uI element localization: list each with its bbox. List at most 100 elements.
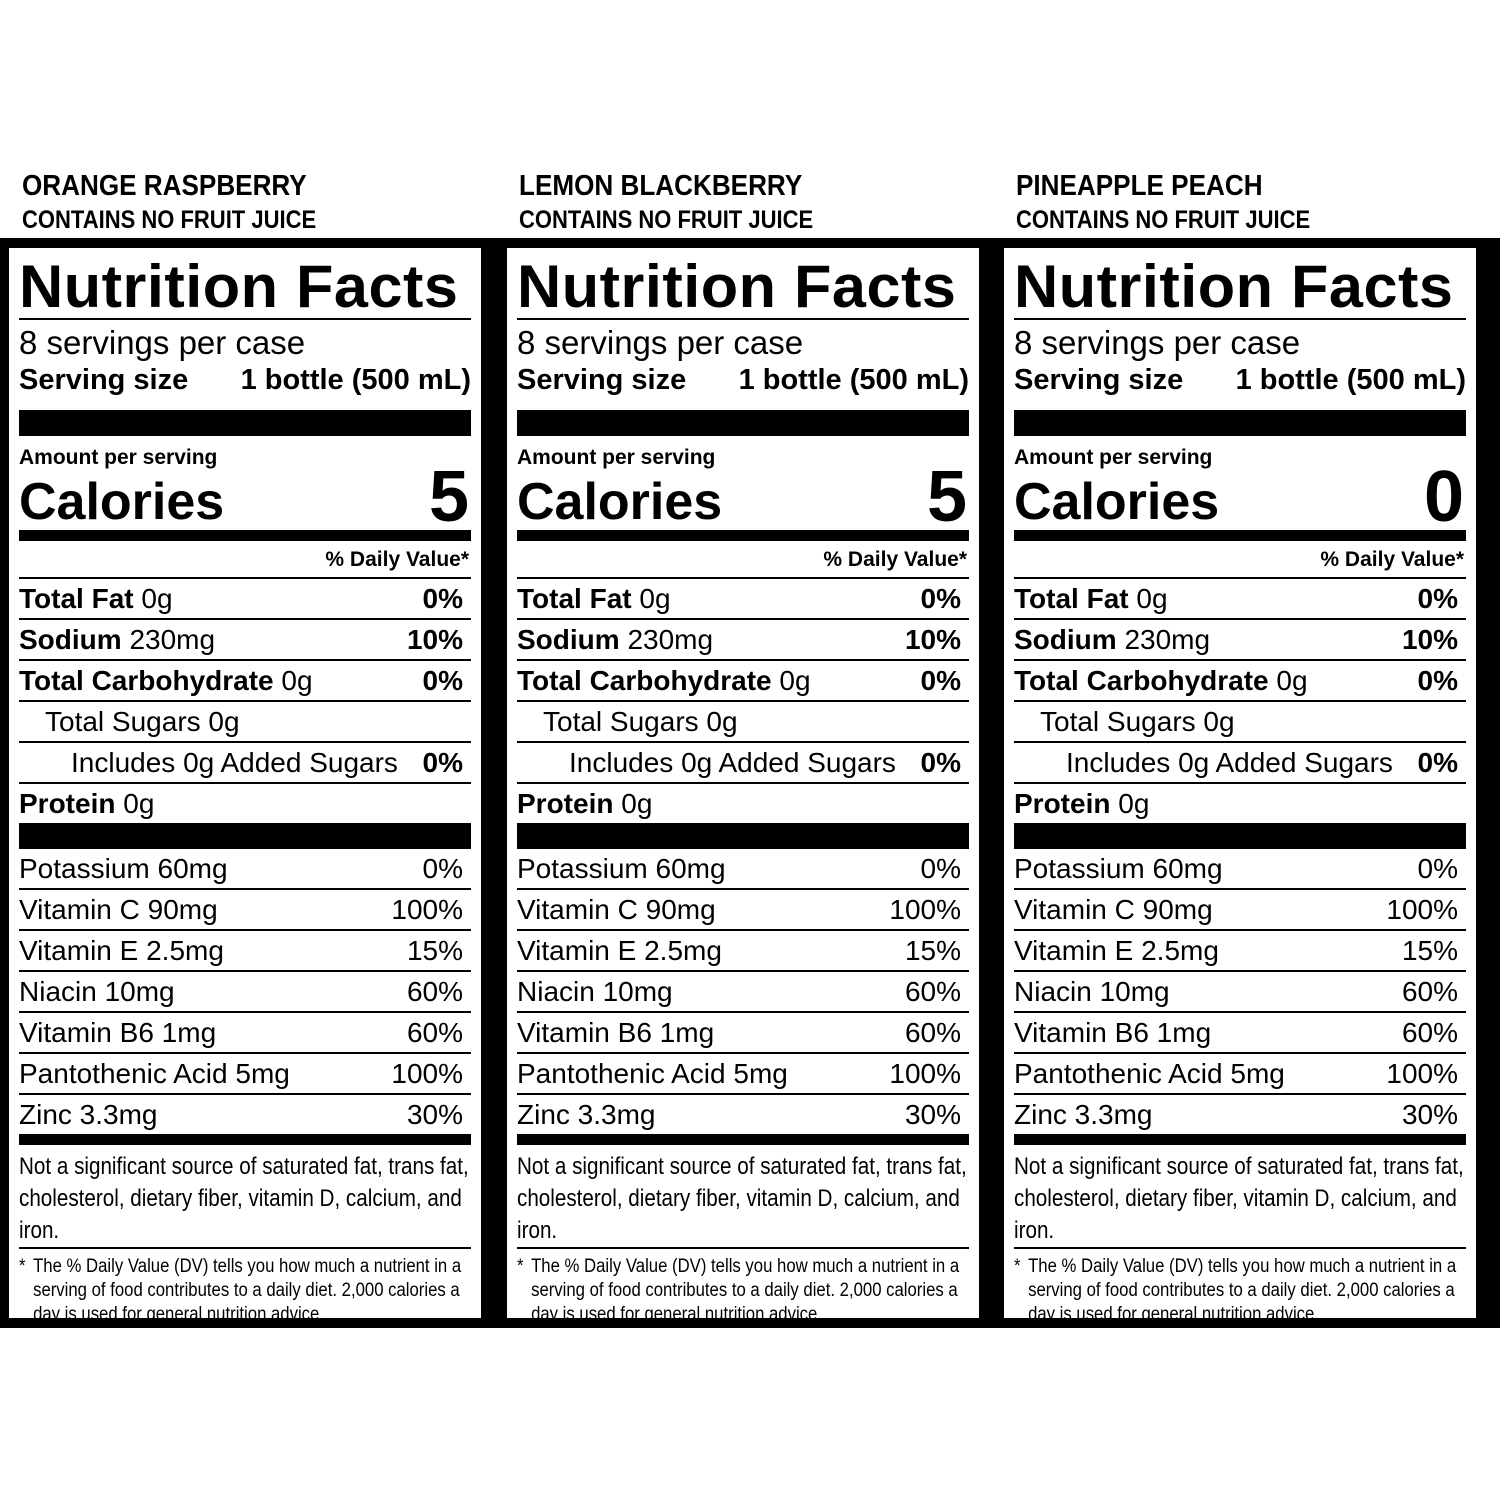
serving-size-label: Serving size xyxy=(517,364,687,396)
flavor-header-2: LEMON BLACKBERRY CONTAINS NO FRUIT JUICE xyxy=(519,168,989,236)
nutrient-amount: 0g xyxy=(639,582,671,614)
flavor-name: LEMON BLACKBERRY xyxy=(519,170,803,202)
nutrition-panel-3: Nutrition Facts 8 servings per case Serv… xyxy=(1004,248,1476,1325)
vitamin-name: Vitamin E 2.5mg xyxy=(19,934,224,966)
thick-divider xyxy=(19,823,471,849)
vitamin-name: Zinc 3.3mg xyxy=(19,1098,158,1130)
vitamin-pct: 60% xyxy=(406,975,463,1007)
nutrient-label: Total Carbohydrate xyxy=(19,664,274,696)
serving-size-row: Serving size 1 bottle (500 mL) xyxy=(1014,362,1466,398)
nutrition-facts-title: Nutrition Facts xyxy=(517,253,957,320)
vitamin-pct: 100% xyxy=(391,1057,463,1089)
vitamin-pct: 30% xyxy=(406,1098,463,1130)
medium-divider xyxy=(1014,530,1466,541)
vitamin-name: Potassium 60mg xyxy=(19,852,228,884)
total-sugars-row: Total Sugars 0g xyxy=(1014,700,1466,741)
nutrient-label: Total Carbohydrate xyxy=(1014,664,1269,696)
added-sugars-row: Includes 0g Added Sugars 0% xyxy=(1014,741,1466,782)
vitamin-pct: 0% xyxy=(422,852,463,884)
nutrient-pct: 0% xyxy=(422,746,463,778)
vitamin-list: Potassium 60mg 0% Vitamin C 90mg 100% Vita… xyxy=(1014,849,1466,1134)
nutrient-amount: 0g xyxy=(1276,664,1308,696)
nutrient-amount: 0g xyxy=(123,787,155,819)
vitamin-pct: 100% xyxy=(1386,1057,1458,1089)
vitamin-pct: 30% xyxy=(904,1098,961,1130)
daily-value-header: % Daily Value* xyxy=(325,548,469,571)
thick-divider xyxy=(517,823,969,849)
vitamin-name: Niacin 10mg xyxy=(1014,975,1170,1007)
divider xyxy=(517,318,969,320)
vitamin-name: Vitamin E 2.5mg xyxy=(517,934,722,966)
nutrient-label: Total Fat xyxy=(19,582,134,614)
vitamin-name: Zinc 3.3mg xyxy=(1014,1098,1153,1130)
nutrient-label: Sodium xyxy=(19,623,122,655)
vitamin-row: Niacin 10mg 60% xyxy=(1014,970,1466,1011)
serving-size-label: Serving size xyxy=(19,364,189,396)
total-sugars-row: Total Sugars 0g xyxy=(19,700,471,741)
medium-divider xyxy=(19,530,471,541)
flavor-name: ORANGE RASPBERRY xyxy=(22,170,307,202)
servings-per-container: 8 servings per case xyxy=(1014,324,1301,361)
serving-size-value: 1 bottle (500 mL) xyxy=(738,364,969,396)
vitamin-row: Vitamin C 90mg 100% xyxy=(19,888,471,929)
nutrient-label: Total Sugars 0g xyxy=(543,705,738,737)
servings-per-container: 8 servings per case xyxy=(517,324,804,361)
protein-row: Protein 0g xyxy=(1014,782,1466,823)
medium-divider xyxy=(517,1134,969,1145)
servings-per-container: 8 servings per case xyxy=(19,324,306,361)
nutrient-pct: 0% xyxy=(422,582,463,614)
nutrient-amount: 0g xyxy=(281,664,313,696)
calories-row: Calories 5 xyxy=(19,461,471,533)
total-sugars-row: Total Sugars 0g xyxy=(517,700,969,741)
vitamin-pct: 0% xyxy=(920,852,961,884)
insignificant-sources-note: Not a significant source of saturated fa… xyxy=(1014,1153,1464,1244)
nutrient-pct: 0% xyxy=(920,582,961,614)
vitamin-pct: 30% xyxy=(1401,1098,1458,1130)
insignificant-sources-note: Not a significant source of saturated fa… xyxy=(19,1153,469,1244)
nutrition-facts-title: Nutrition Facts xyxy=(19,253,459,320)
vitamin-row: Zinc 3.3mg 30% xyxy=(517,1093,969,1134)
nutrient-amount: 230mg xyxy=(1124,623,1211,655)
nutrient-pct: 0% xyxy=(1417,746,1458,778)
vitamin-pct: 100% xyxy=(1386,893,1458,925)
vitamin-pct: 60% xyxy=(1401,1016,1458,1048)
nutrient-label: Sodium xyxy=(517,623,620,655)
divider xyxy=(19,1247,471,1249)
sodium-row: Sodium 230mg 10% xyxy=(19,618,471,659)
vitamin-pct: 15% xyxy=(1401,934,1458,966)
vitamin-list: Potassium 60mg 0% Vitamin C 90mg 100% Vita… xyxy=(19,849,471,1134)
serving-size-row: Serving size 1 bottle (500 mL) xyxy=(517,362,969,398)
serving-size-label: Serving size xyxy=(1014,364,1184,396)
daily-value-header: % Daily Value* xyxy=(823,548,967,571)
amount-per-serving: Amount per serving xyxy=(1014,446,1213,469)
nutrient-label: Total Fat xyxy=(517,582,632,614)
nutrient-amount: 0g xyxy=(141,582,173,614)
nutrient-label: Protein xyxy=(1014,787,1111,819)
vitamin-row: Vitamin B6 1mg 60% xyxy=(517,1011,969,1052)
vitamin-name: Potassium 60mg xyxy=(1014,852,1223,884)
nutrient-pct: 0% xyxy=(1417,582,1458,614)
nutrient-pct: 0% xyxy=(422,664,463,696)
daily-value-footnote: * The % Daily Value (DV) tells you how m… xyxy=(517,1249,983,1327)
juice-note: CONTAINS NO FRUIT JUICE xyxy=(519,206,814,234)
nutrient-label: Includes 0g Added Sugars xyxy=(71,746,398,778)
vitamin-row: Vitamin C 90mg 100% xyxy=(517,888,969,929)
nutrient-label: Protein xyxy=(19,787,116,819)
vitamin-name: Pantothenic Acid 5mg xyxy=(1014,1057,1285,1089)
vitamin-pct: 60% xyxy=(904,975,961,1007)
medium-divider xyxy=(19,1134,471,1145)
nutrition-panel-2: Nutrition Facts 8 servings per case Serv… xyxy=(507,248,979,1325)
nutrient-amount: 0g xyxy=(621,787,653,819)
footnote-star: * xyxy=(1014,1256,1021,1277)
vitamin-pct: 100% xyxy=(889,1057,961,1089)
nutrient-amount: 0g xyxy=(1136,582,1168,614)
nutrition-facts-title: Nutrition Facts xyxy=(1014,253,1454,320)
thick-divider xyxy=(517,410,969,436)
vitamin-name: Vitamin B6 1mg xyxy=(1014,1016,1212,1048)
nutrient-amount: 0g xyxy=(779,664,811,696)
footnote-star: * xyxy=(19,1256,26,1277)
flavor-header-3: PINEAPPLE PEACH CONTAINS NO FRUIT JUICE xyxy=(1016,168,1486,236)
vitamin-name: Vitamin C 90mg xyxy=(19,893,218,925)
total-carb-row: Total Carbohydrate 0g 0% xyxy=(1014,659,1466,700)
nutrition-panel-1: Nutrition Facts 8 servings per case Serv… xyxy=(9,248,481,1325)
